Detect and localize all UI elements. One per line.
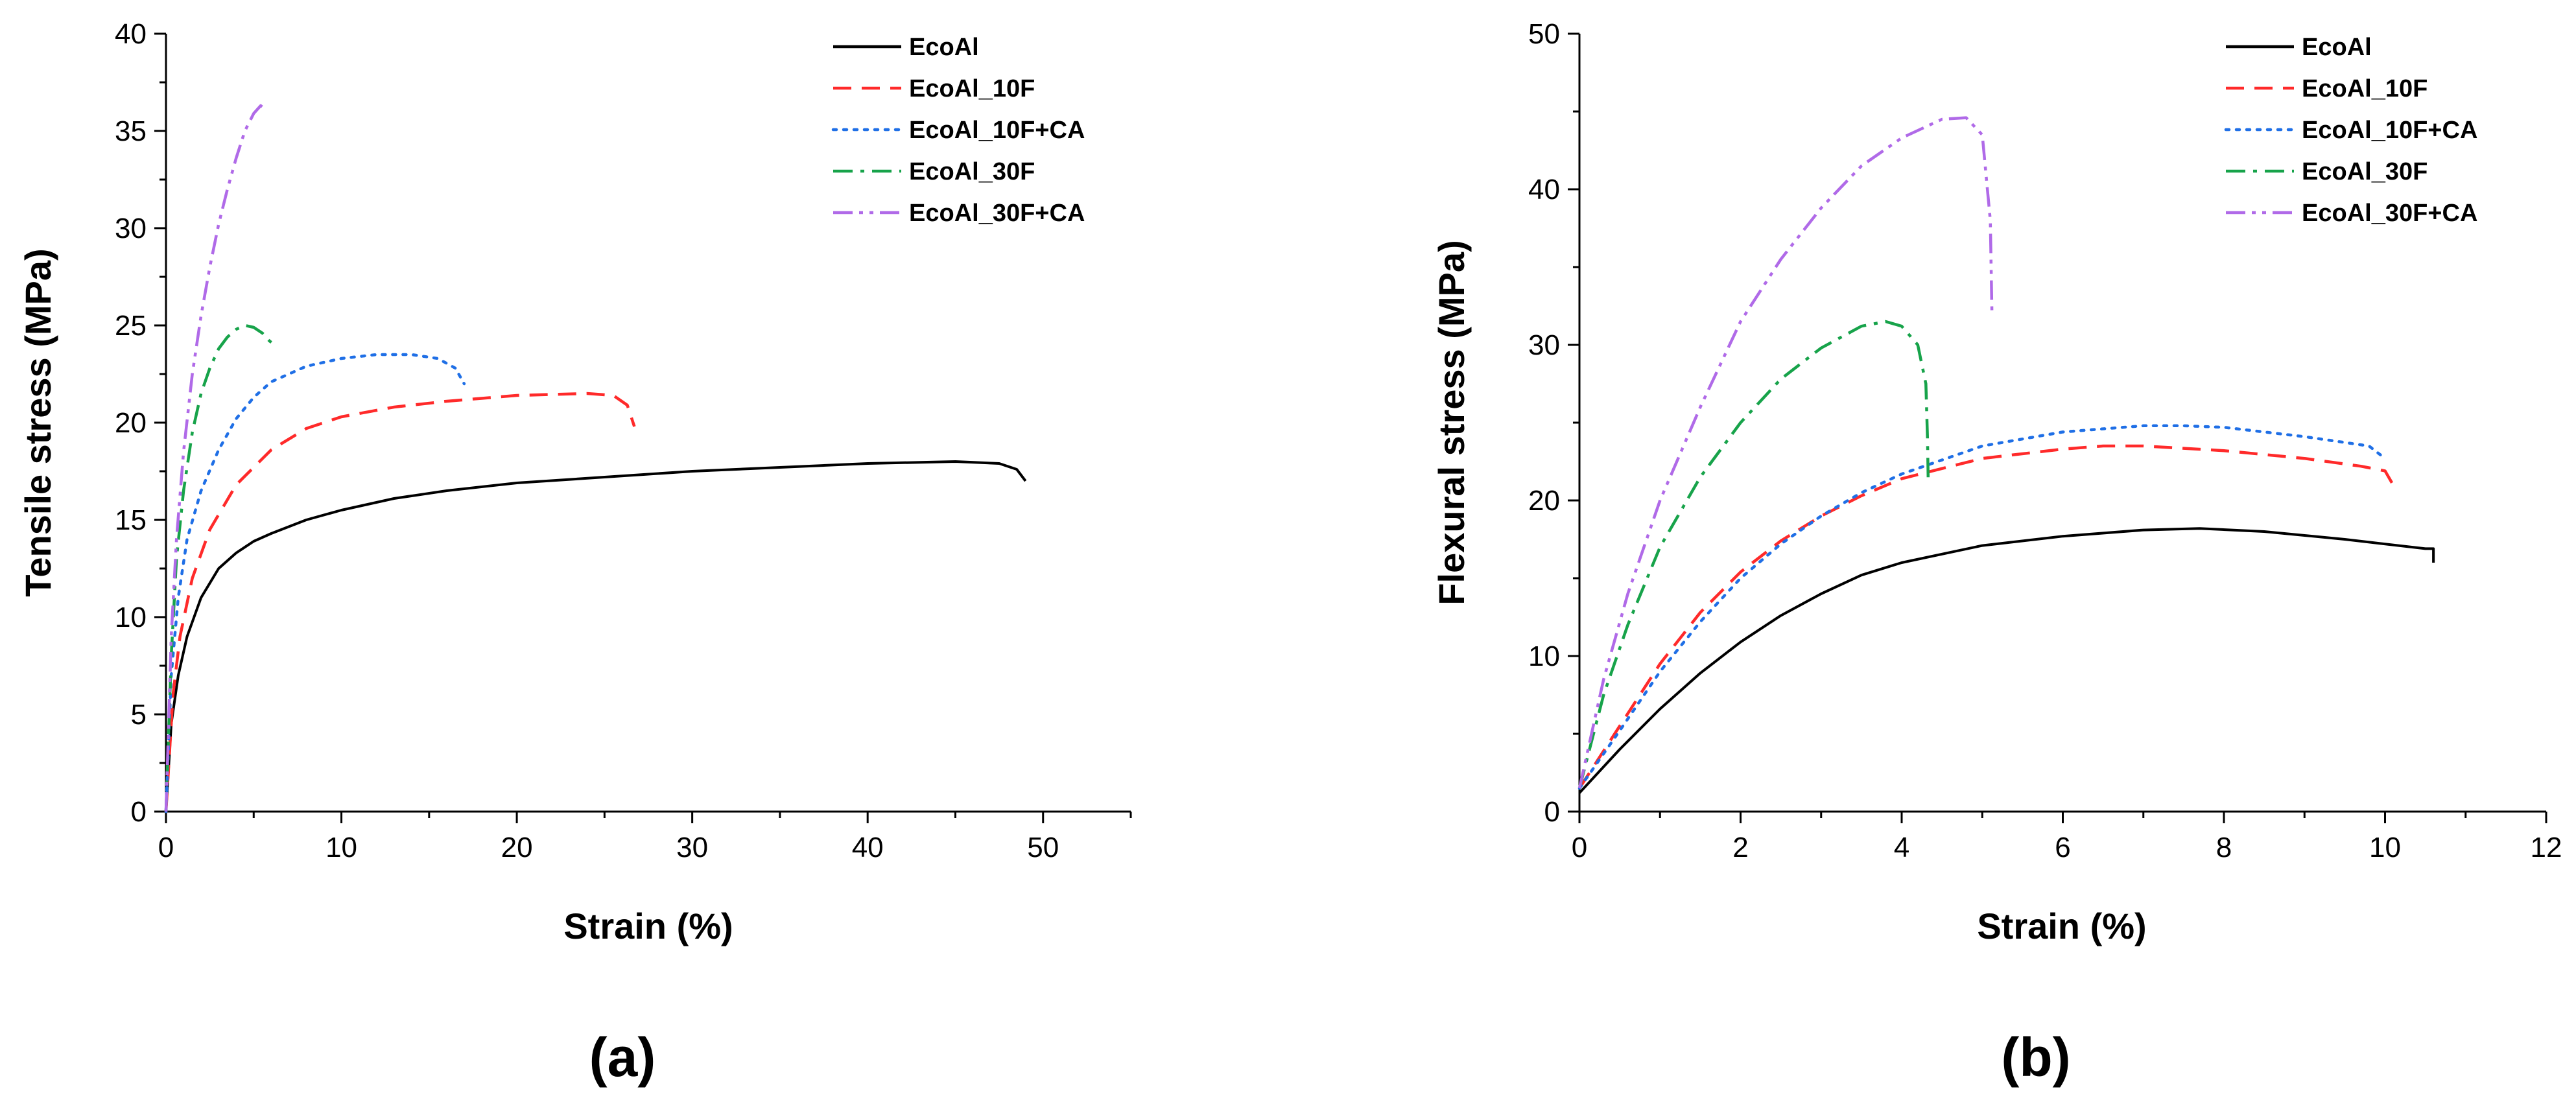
chart-b-x-tick-label: 4 bbox=[1894, 832, 1909, 863]
chart-b-xlabel: Strain (%) bbox=[1977, 906, 2146, 946]
chart-b-y-tick-label: 20 bbox=[1528, 485, 1560, 517]
chart-a-legend-label: EcoAl bbox=[909, 34, 979, 61]
chart-a-y-tick-label: 0 bbox=[131, 796, 147, 828]
chart-a-panel-label: (a) bbox=[589, 1027, 656, 1088]
chart-a-x-tick-label: 10 bbox=[325, 832, 357, 863]
chart-b-y-tick-label: 30 bbox=[1528, 329, 1560, 361]
chart-b-legend-label: EcoAl_30F bbox=[2302, 158, 2428, 185]
chart-b-flexural: 0 2 4 6 8 10 12 0 10 20 30 40 50 EcoAl EcoAl_10F EcoAl_… bbox=[1431, 18, 2562, 1088]
chart-b-legend: EcoAl EcoAl_10F EcoAl_10F+CA EcoAl_30F EcoAl… bbox=[2224, 34, 2477, 227]
chart-a-x-tick-label: 40 bbox=[852, 832, 884, 863]
chart-a-y-tick-label: 30 bbox=[115, 213, 147, 244]
chart-a-x-tick-label: 20 bbox=[501, 832, 533, 863]
chart-b-x-tick-label: 8 bbox=[2216, 832, 2232, 863]
chart-a-y-tick-label: 15 bbox=[115, 504, 147, 536]
chart-a-legend-label: EcoAl_10F bbox=[909, 75, 1035, 102]
chart-b-y-tick-label: 40 bbox=[1528, 174, 1560, 205]
chart-a-series-ecoal-30f bbox=[164, 323, 276, 812]
chart-b-x-tick-label: 0 bbox=[1572, 832, 1587, 863]
chart-a-legend-label: EcoAl_10F+CA bbox=[909, 117, 1085, 144]
chart-b-x-tick-label: 6 bbox=[2055, 832, 2070, 863]
chart-a-x-tick-label: 0 bbox=[158, 832, 174, 863]
chart-a-y-tick-label: 5 bbox=[131, 699, 147, 731]
chart-b-legend-label: EcoAl_10F+CA bbox=[2302, 117, 2477, 144]
chart-b-series-ecoal-30f-ca bbox=[1578, 116, 1994, 789]
chart-a-series-ecoal bbox=[165, 460, 1027, 812]
chart-a-series-ecoal-10f-ca bbox=[164, 353, 466, 814]
chart-b-legend-label: EcoAl_10F bbox=[2302, 75, 2428, 102]
chart-b-series-ecoal-10f-ca bbox=[1578, 424, 2387, 790]
chart-b-plot-area: 0 2 4 6 8 10 12 0 10 20 30 40 50 EcoAl EcoAl_10F EcoAl_… bbox=[1528, 18, 2562, 863]
chart-a-y-tick-label: 35 bbox=[115, 115, 147, 147]
chart-a-series-ecoal-30f-ca bbox=[164, 104, 267, 812]
chart-b-x-tick-label: 10 bbox=[2369, 832, 2401, 863]
chart-b-legend-label: EcoAl bbox=[2302, 34, 2372, 61]
chart-b-x-tick-label: 12 bbox=[2531, 832, 2562, 863]
chart-a-xlabel: Strain (%) bbox=[563, 906, 733, 946]
chart-a-y-tick-label: 10 bbox=[115, 602, 147, 633]
chart-b-y-tick-label: 10 bbox=[1528, 640, 1560, 672]
chart-a-ylabel: Tensile stress (MPa) bbox=[18, 248, 58, 596]
chart-b-y-tick-label: 0 bbox=[1544, 796, 1560, 828]
chart-b-x-tick-label: 2 bbox=[1732, 832, 1748, 863]
chart-b-panel-label: (b) bbox=[2001, 1027, 2070, 1088]
chart-a-series-ecoal-10f bbox=[164, 392, 636, 812]
chart-a-tensile: 0 10 20 30 40 50 0 5 10 15 20 25 30 35 40 EcoAl EcoAl_10… bbox=[18, 18, 1132, 1088]
chart-b-series-ecoal-10f bbox=[1578, 444, 2394, 790]
chart-a-y-tick-label: 20 bbox=[115, 407, 147, 439]
chart-a-legend-label: EcoAl_30F+CA bbox=[909, 200, 1085, 227]
chart-a-legend: EcoAl EcoAl_10F EcoAl_10F+CA EcoAl_30F EcoAl… bbox=[831, 34, 1085, 227]
chart-a-legend-label: EcoAl_30F bbox=[909, 158, 1035, 185]
chart-a-plot-area: 0 10 20 30 40 50 0 5 10 15 20 25 30 35 40 EcoAl EcoAl_10… bbox=[115, 18, 1132, 863]
chart-a-x-tick-label: 30 bbox=[676, 832, 708, 863]
chart-a-y-tick-label: 40 bbox=[115, 18, 147, 50]
chart-a-y-tick-label: 25 bbox=[115, 310, 147, 342]
chart-b-series-ecoal bbox=[1578, 527, 2435, 794]
chart-b-series-ecoal-30f bbox=[1578, 320, 1930, 789]
chart-b-ylabel: Flexural stress (MPa) bbox=[1431, 240, 1472, 605]
chart-b-y-tick-label: 50 bbox=[1528, 18, 1560, 50]
chart-a-x-tick-label: 50 bbox=[1027, 832, 1059, 863]
chart-b-legend-label: EcoAl_30F+CA bbox=[2302, 200, 2477, 227]
